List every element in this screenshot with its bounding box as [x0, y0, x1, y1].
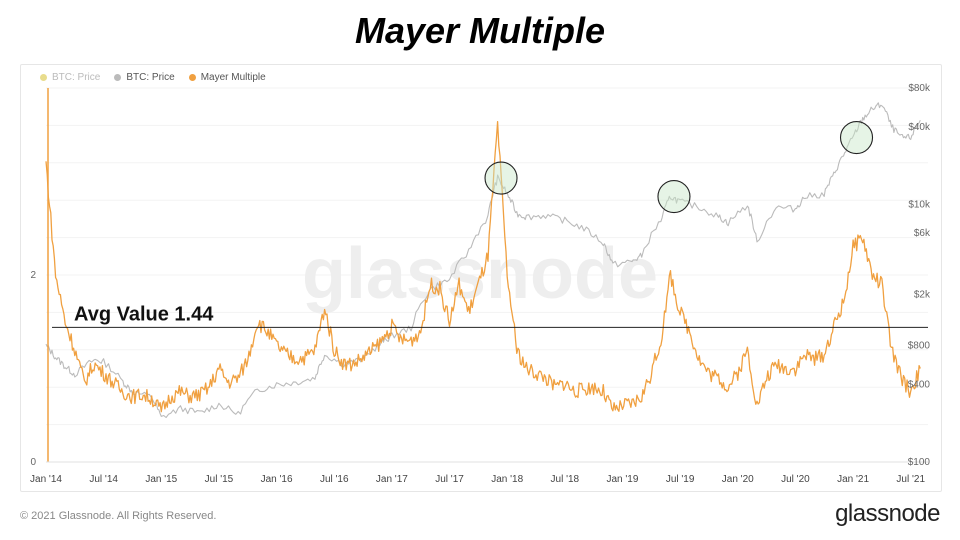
- y-right-tick-label: $10k: [908, 199, 931, 210]
- x-tick-label: Jan '15: [145, 474, 177, 485]
- y-left-tick-label: 2: [30, 270, 36, 281]
- watermark-text: glassnode: [302, 234, 658, 314]
- page-title: Mayer Multiple: [354, 10, 606, 51]
- legend-item-mayer-multiple[interactable]: Mayer Multiple: [188, 72, 266, 83]
- y-axis-right: $100 $400 $800 $2k $6k $10k $40k $80k: [908, 83, 931, 468]
- chart-legend: BTC: Price BTC: Price Mayer Multiple: [40, 72, 266, 83]
- series-line-btc-price: [45, 102, 921, 419]
- series-layer: [45, 88, 921, 462]
- y-right-tick-label: $6k: [914, 228, 931, 239]
- x-tick-label: Jul '19: [666, 474, 695, 485]
- legend-dot-icon: [188, 74, 196, 81]
- x-axis: Jan '14 Jul '14 Jan '15 Jul '15 Jan '16 Jul '…: [30, 461, 928, 485]
- average-line-label: Avg Value 1.44: [74, 303, 214, 325]
- x-tick-label: Jul '20: [781, 474, 810, 485]
- y-right-tick-label: $40k: [908, 122, 931, 133]
- highlight-circle: [484, 161, 518, 195]
- y-right-tick-label: $2k: [914, 289, 931, 300]
- legend-item-btc-price[interactable]: BTC: Price: [114, 72, 175, 83]
- x-tick-label: Jul '16: [320, 474, 349, 485]
- y-right-tick-label: $80k: [908, 83, 931, 94]
- x-tick-label: Jan '19: [607, 474, 639, 485]
- legend-label: BTC: Price: [126, 72, 175, 83]
- copyright-text: © 2021 Glassnode. All Rights Reserved.: [20, 510, 217, 522]
- x-tick-label: Jan '21: [837, 474, 869, 485]
- x-tick-label: Jul '15: [205, 474, 234, 485]
- legend-label: Mayer Multiple: [200, 72, 266, 83]
- highlight-circle: [839, 120, 874, 155]
- series-line-mayer-multiple: [45, 120, 921, 413]
- x-tick-label: Jul '18: [551, 474, 580, 485]
- x-tick-label: Jan '16: [261, 474, 293, 485]
- legend-dot-icon: [40, 74, 47, 81]
- y-right-tick-label: $100: [908, 457, 931, 468]
- legend-dot-icon: [114, 74, 122, 81]
- average-line-layer: Avg Value 1.44: [52, 303, 928, 328]
- x-tick-label: Jan '18: [491, 474, 523, 485]
- x-tick-label: Jan '14: [30, 474, 62, 485]
- legend-item-btc-price-muted[interactable]: BTC: Price: [40, 72, 100, 83]
- highlight-circles: [484, 120, 874, 214]
- legend-label: BTC: Price: [52, 72, 101, 83]
- x-tick-label: Jan '20: [722, 474, 754, 485]
- y-left-tick-label: 0: [30, 457, 36, 468]
- highlight-circle: [657, 179, 691, 214]
- x-tick-label: Jul '14: [89, 474, 118, 485]
- x-tick-label: Jul '17: [435, 474, 464, 485]
- y-right-tick-label: $800: [908, 341, 931, 352]
- x-tick-label: Jul '21: [896, 474, 925, 485]
- y-axis-left: 02: [30, 270, 36, 468]
- glassnode-logo: glassnode: [835, 500, 940, 527]
- x-tick-label: Jan '17: [376, 474, 408, 485]
- y-right-tick-label: $400: [908, 379, 931, 390]
